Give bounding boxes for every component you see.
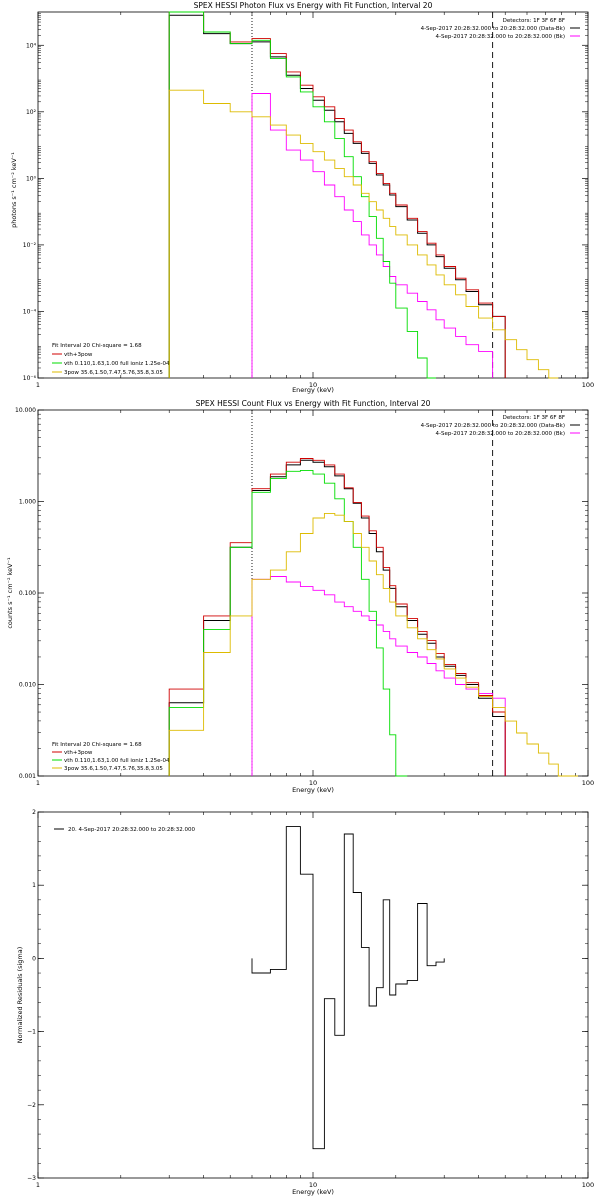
panel3-y-tick-label: 0 bbox=[32, 955, 36, 962]
panel3-series-20-4-sep-2017-20-28-32-000-to-20-28-32-000 bbox=[251, 826, 445, 1150]
panel1-series-bk bbox=[251, 93, 494, 378]
panel1-series-3pow bbox=[168, 89, 559, 379]
panel1-y-tick-label: 10⁰ bbox=[26, 175, 37, 182]
panel1-legend-item-3: 3pow 35.6,1.50,7.47,5.76,35.8,3.05 bbox=[64, 370, 163, 376]
panel2-legend-item-3: 3pow 35.6,1.50,7.47,5.76,35.8,3.05 bbox=[64, 766, 163, 772]
panel2-header-detectors: Detectors: 1F 3F 6F 8F bbox=[503, 415, 565, 421]
panel1-legend-item-2: vth 0.110,1.63,1.00 full ioniz 1.25e-04 bbox=[64, 361, 170, 367]
panel2-header-bk: 4-Sep-2017 20:28:32.000 to 20:28:32.000 … bbox=[436, 431, 566, 437]
panel1-y-tick-label: 10⁻⁶ bbox=[23, 375, 37, 382]
panel3-x-tick-label: 10 bbox=[309, 1181, 317, 1189]
panel2-series-3pow bbox=[168, 512, 578, 777]
panel2-title: SPEX HESSI Count Flux vs Energy with Fit… bbox=[196, 399, 431, 408]
panel3-y-tick-label: −1 bbox=[27, 1029, 36, 1036]
panel2-xlabel: Energy (keV) bbox=[292, 786, 334, 794]
panel1-header-detectors: Detectors: 1F 3F 6F 8F bbox=[503, 18, 565, 24]
panel2-y-tick-label: 0.100 bbox=[19, 590, 36, 597]
panel2-x-tick-label: 1 bbox=[36, 779, 40, 787]
panel3-x-tick-label: 1 bbox=[36, 1181, 40, 1189]
panel2-legend-item-1: vth+3pow bbox=[64, 750, 93, 756]
panel1-header-bk: 4-Sep-2017 20:28:32.000 to 20:28:32.000 … bbox=[436, 34, 566, 40]
panel2-series-vth bbox=[168, 469, 408, 777]
panel1-y-tick-label: 10⁻² bbox=[23, 242, 37, 249]
panel1-ylabel: photons s⁻¹ cm⁻² keV⁻¹ bbox=[10, 152, 18, 228]
panel3-y-tick-label: −3 bbox=[27, 1175, 36, 1182]
panel2-series-vth-3pow bbox=[168, 458, 506, 776]
panel1-y-tick-label: 10² bbox=[26, 109, 37, 116]
panel2-x-tick-label: 10 bbox=[309, 779, 317, 787]
panel3-y-tick-label: 2 bbox=[32, 809, 36, 816]
panel1-x-tick-label: 1 bbox=[36, 381, 40, 389]
panel2-series-data-bk bbox=[168, 459, 506, 776]
panel1-legend-item-1: vth+3pow bbox=[64, 352, 93, 358]
panel1-title: SPEX HESSI Photon Flux vs Energy with Fi… bbox=[194, 1, 433, 10]
panel1-x-tick-label: 10 bbox=[309, 381, 317, 389]
panel3-y-tick-label: −2 bbox=[27, 1102, 36, 1109]
panel1-x-tick-label: 100 bbox=[582, 381, 594, 389]
panel1-series-data-bk bbox=[168, 14, 506, 378]
panel1-series-vth bbox=[168, 11, 436, 379]
panel2-y-tick-label: 10.000 bbox=[15, 407, 36, 414]
panel2-ylabel: counts s⁻¹ cm⁻² keV⁻¹ bbox=[6, 557, 14, 629]
panel1-header-databk: 4-Sep-2017 20:28:32.000 to 20:28:32.000 … bbox=[421, 26, 565, 32]
panel1-legend-title: Fit Interval 20 Chi-square = 1.68 bbox=[52, 343, 142, 349]
panel2-y-tick-label: 1.000 bbox=[19, 499, 36, 506]
panel3-x-tick-label: 100 bbox=[582, 1181, 594, 1189]
panel2-series-bk bbox=[251, 576, 506, 776]
panel3-ylabel: Normalized Residuals (sigma) bbox=[16, 947, 24, 1044]
panel3-y-tick-label: 1 bbox=[32, 882, 36, 889]
panel2-y-tick-label: 0.010 bbox=[19, 682, 36, 689]
panel2-legend-item-2: vth 0.110,1.63,1.00 full ioniz 1.25e-04 bbox=[64, 758, 170, 764]
panel1-y-tick-label: 10⁻⁴ bbox=[23, 308, 37, 315]
panel1-series-vth-3pow bbox=[168, 11, 506, 378]
panel1-xlabel: Energy (keV) bbox=[292, 386, 334, 394]
panel2-x-tick-label: 100 bbox=[582, 779, 594, 787]
panel2-legend-title: Fit Interval 20 Chi-square = 1.68 bbox=[52, 742, 142, 748]
panel2-y-tick-label: 0.001 bbox=[19, 773, 36, 780]
panel1-y-tick-label: 10⁴ bbox=[26, 42, 37, 49]
panel3-legend-item-1: 20. 4-Sep-2017 20:28:32.000 to 20:28:32.… bbox=[68, 827, 195, 833]
panel3-xlabel: Energy (keV) bbox=[292, 1188, 334, 1196]
